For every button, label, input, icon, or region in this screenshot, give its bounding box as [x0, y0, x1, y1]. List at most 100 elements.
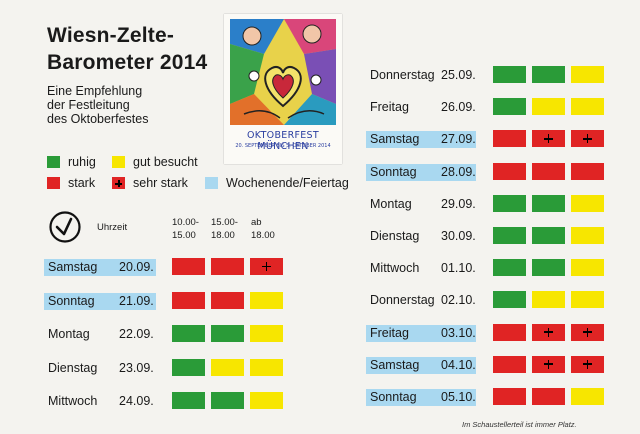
level-gut-cell: [250, 358, 283, 376]
level-ruhig-cell: [493, 98, 526, 116]
legend-sehr-stark: sehr stark: [112, 176, 188, 190]
day-date: 03.10.: [441, 325, 476, 340]
day-row: Donnerstag 02.10.: [0, 291, 640, 309]
level-sehr-cell: [532, 355, 565, 373]
day-row: Samstag 20.09.: [0, 258, 640, 276]
day-date: 29.09.: [441, 196, 476, 211]
day-date: 28.09.: [441, 164, 476, 179]
level-ruhig-cell: [532, 227, 565, 244]
day-name: Mittwoch: [370, 261, 420, 276]
day-name: Dienstag: [370, 229, 420, 243]
level-stark-cell: [493, 130, 526, 148]
subtitle: Eine Empfehlung der Festleitung des Okto…: [47, 84, 149, 126]
weekend-highlight: [366, 131, 476, 149]
legend-ruhig: ruhig: [47, 155, 96, 169]
poster-illustration: [230, 19, 336, 125]
level-gut-cell: [532, 291, 565, 309]
level-ruhig-cell: [493, 259, 526, 277]
level-sehr-cell: [250, 258, 283, 275]
time-slot-afternoon: 15.00- 18.00: [211, 217, 238, 241]
weekend-highlight: [366, 356, 476, 374]
level-gut-cell: [571, 66, 604, 83]
time-slot-evening: ab 18.00: [251, 217, 275, 241]
weekend-highlight: [366, 163, 476, 181]
blue-swatch: [205, 177, 218, 189]
level-gut-cell: [250, 291, 283, 309]
level-gut-cell: [532, 98, 565, 116]
clock-icon: [49, 211, 81, 243]
yellow-swatch: [112, 156, 125, 168]
day-name: Sonntag: [370, 390, 417, 404]
day-row: Sonntag 21.09.: [0, 291, 640, 310]
day-date: 01.10.: [441, 261, 476, 276]
level-stark-cell: [493, 162, 526, 180]
day-row: Samstag 04.10.: [0, 355, 640, 374]
level-ruhig-cell: [532, 259, 565, 277]
level-ruhig-cell: [172, 358, 205, 376]
level-stark-cell: [532, 162, 565, 180]
day-name: Samstag: [370, 132, 420, 147]
day-name: Sonntag: [370, 164, 417, 179]
day-name: Sonntag: [48, 293, 95, 308]
level-ruhig-cell: [532, 66, 565, 83]
day-date: 04.10.: [441, 357, 476, 372]
level-sehr-cell: [571, 130, 604, 148]
level-stark-cell: [172, 258, 205, 275]
day-name: Mittwoch: [48, 394, 98, 408]
day-name: Samstag: [48, 260, 98, 274]
day-row: Donnerstag 25.09.: [0, 66, 640, 84]
day-date: 30.09.: [441, 229, 476, 243]
day-row: Freitag 26.09.: [0, 98, 640, 116]
day-row: Montag 29.09.: [0, 194, 640, 213]
level-ruhig-cell: [532, 194, 565, 212]
day-date: 21.09.: [119, 293, 154, 308]
level-ruhig-cell: [172, 392, 205, 409]
day-name: Montag: [48, 327, 90, 341]
weekend-highlight: [44, 292, 156, 310]
level-gut-cell: [571, 98, 604, 116]
level-ruhig-cell: [493, 66, 526, 83]
day-row: Mittwoch 01.10.: [0, 259, 640, 277]
day-date: 25.09.: [441, 68, 476, 82]
level-gut-cell: [571, 259, 604, 277]
level-gut-cell: [571, 227, 604, 244]
level-sehr-cell: [532, 130, 565, 148]
day-date: 22.09.: [119, 327, 154, 341]
day-date: 23.09.: [119, 360, 154, 375]
level-stark-cell: [211, 258, 244, 275]
level-gut-cell: [250, 392, 283, 409]
level-stark-cell: [172, 291, 205, 309]
level-sehr-cell: [532, 323, 565, 341]
day-name: Donnerstag: [370, 68, 435, 82]
level-stark-cell: [532, 388, 565, 405]
day-row: Samstag 27.09.: [0, 130, 640, 149]
footnote: Im Schaustellerteil ist immer Platz.: [462, 420, 577, 429]
level-gut-cell: [571, 291, 604, 309]
level-ruhig-cell: [211, 325, 244, 342]
level-stark-cell: [571, 162, 604, 180]
level-gut-cell: [250, 325, 283, 342]
weekend-highlight: [44, 259, 156, 276]
page-title: Wiesn-Zelte- Barometer 2014: [47, 24, 208, 74]
day-name: Freitag: [370, 100, 409, 115]
level-stark-cell: [493, 355, 526, 373]
level-ruhig-cell: [493, 194, 526, 212]
day-name: Samstag: [370, 357, 420, 372]
day-row: Sonntag 05.10.: [0, 388, 640, 406]
day-row: Montag 22.09.: [0, 325, 640, 343]
oktoberfest-poster: OKTOBERFEST MÜNCHEN 20. SEPTEMBER BIS 5.…: [224, 14, 342, 164]
day-date: 05.10.: [441, 390, 476, 404]
day-row: Dienstag 23.09.: [0, 358, 640, 377]
level-stark-cell: [493, 323, 526, 341]
day-row: Dienstag 30.09.: [0, 227, 640, 245]
day-row: Sonntag 28.09.: [0, 162, 640, 181]
day-name: Dienstag: [48, 360, 98, 375]
day-date: 20.09.: [119, 260, 154, 274]
level-ruhig-cell: [493, 227, 526, 244]
poster-title: OKTOBERFEST MÜNCHEN: [247, 130, 319, 152]
day-row: Freitag 03.10.: [0, 323, 640, 342]
level-stark-cell: [211, 291, 244, 309]
legend-wochenende: Wochenende/Feiertag: [205, 176, 349, 190]
level-sehr-cell: [571, 355, 604, 373]
